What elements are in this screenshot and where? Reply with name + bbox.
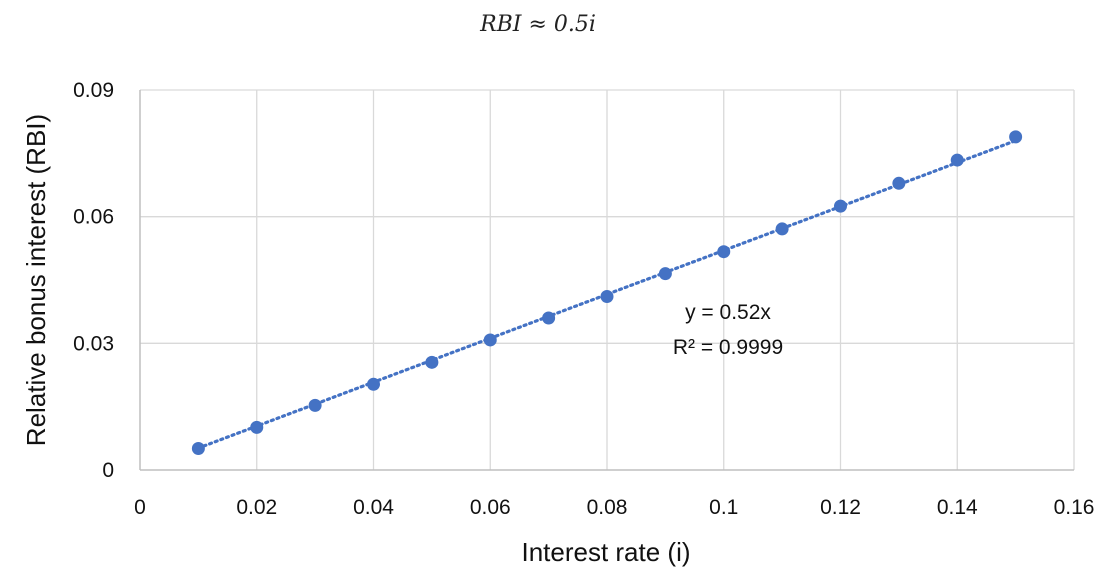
x-tick-label: 0.08 <box>587 496 628 519</box>
x-tick-label: 0.02 <box>236 496 277 519</box>
x-tick-label: 0.16 <box>1054 496 1095 519</box>
data-point <box>542 311 556 325</box>
x-tick-label: 0.1 <box>709 496 738 519</box>
gridlines <box>140 89 1075 470</box>
y-axis-title: Relative bonus interest (RBI) <box>21 114 51 446</box>
x-tick-labels: 0 0.02 0.04 0.06 0.08 0.1 0.12 0.14 0.16 <box>134 496 1094 519</box>
data-point <box>483 333 497 347</box>
data-point <box>717 245 731 259</box>
y-tick-label: 0.09 <box>73 79 114 102</box>
y-tick-label: 0 <box>102 459 114 482</box>
data-point <box>600 289 614 303</box>
x-tick-label: 0.14 <box>937 496 978 519</box>
data-points <box>191 130 1023 455</box>
trendline-equation: y = 0.52x <box>685 301 771 324</box>
x-tick-label: 0.04 <box>353 496 394 519</box>
data-point <box>950 153 964 167</box>
x-axis-title: Interest rate (i) <box>521 537 690 567</box>
data-point <box>425 355 439 369</box>
trendline-r-squared: R² = 0.9999 <box>673 336 783 359</box>
y-tick-label: 0.06 <box>73 206 114 229</box>
data-point <box>1009 130 1023 144</box>
y-tick-label: 0.03 <box>73 332 114 355</box>
data-point <box>658 267 672 281</box>
data-point <box>892 176 906 190</box>
chart-title: RBI ≈ 0.5i <box>479 12 596 37</box>
y-tick-labels: 0 0.03 0.06 0.09 <box>73 79 114 482</box>
data-point <box>191 441 205 455</box>
axes <box>139 90 1074 471</box>
x-tick-label: 0.06 <box>470 496 511 519</box>
data-point <box>308 398 322 412</box>
x-tick-label: 0 <box>134 496 146 519</box>
x-tick-label: 0.12 <box>820 496 861 519</box>
data-point <box>834 199 847 213</box>
data-point <box>367 377 380 391</box>
data-point <box>775 222 789 236</box>
data-point <box>250 420 264 434</box>
